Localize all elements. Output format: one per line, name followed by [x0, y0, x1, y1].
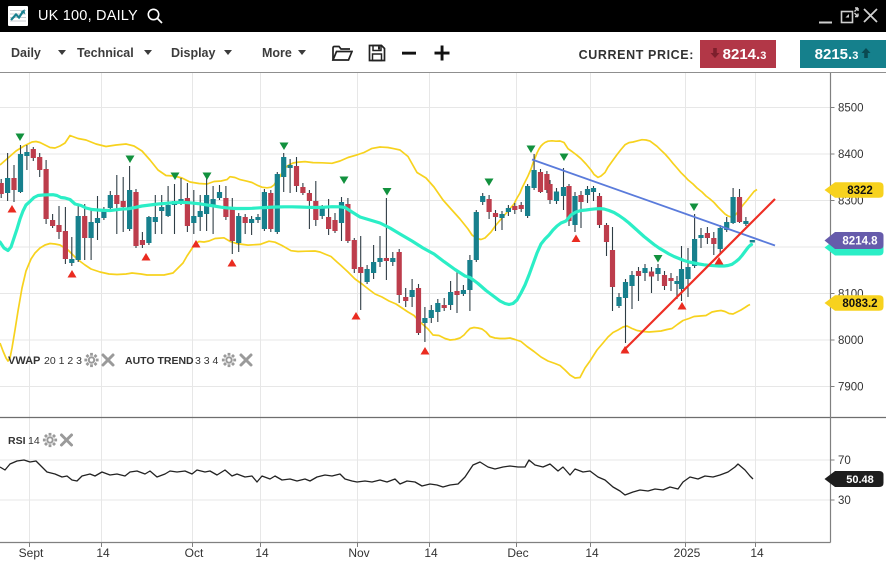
svg-text:Nov: Nov: [348, 546, 369, 560]
svg-text:7900: 7900: [838, 382, 864, 394]
svg-text:RSI: RSI: [8, 435, 26, 447]
svg-text:2025: 2025: [674, 546, 701, 560]
svg-text:8000: 8000: [838, 335, 864, 347]
svg-text:8083.2: 8083.2: [842, 298, 877, 310]
svg-text:14: 14: [424, 546, 438, 560]
svg-text:AUTO TREND: AUTO TREND: [125, 355, 194, 367]
svg-text:14: 14: [585, 546, 599, 560]
svg-text:8214.8: 8214.8: [842, 236, 878, 248]
svg-text:3 3 4: 3 3 4: [195, 355, 219, 367]
svg-text:8300: 8300: [838, 196, 864, 208]
svg-text:14: 14: [96, 546, 110, 560]
svg-text:14: 14: [750, 546, 764, 560]
svg-text:Dec: Dec: [507, 546, 528, 560]
svg-text:8500: 8500: [838, 103, 864, 115]
svg-text:14: 14: [255, 546, 269, 560]
svg-text:8400: 8400: [838, 149, 864, 161]
svg-text:VWAP: VWAP: [8, 355, 40, 367]
svg-text:70: 70: [838, 455, 851, 467]
svg-text:50.48: 50.48: [846, 474, 874, 486]
svg-text:14: 14: [28, 435, 40, 447]
svg-text:Oct: Oct: [185, 546, 204, 560]
svg-text:30: 30: [838, 495, 851, 507]
svg-text:8322: 8322: [847, 185, 873, 197]
svg-text:Sept: Sept: [19, 546, 44, 560]
svg-text:20 1 2 3: 20 1 2 3: [44, 355, 82, 367]
